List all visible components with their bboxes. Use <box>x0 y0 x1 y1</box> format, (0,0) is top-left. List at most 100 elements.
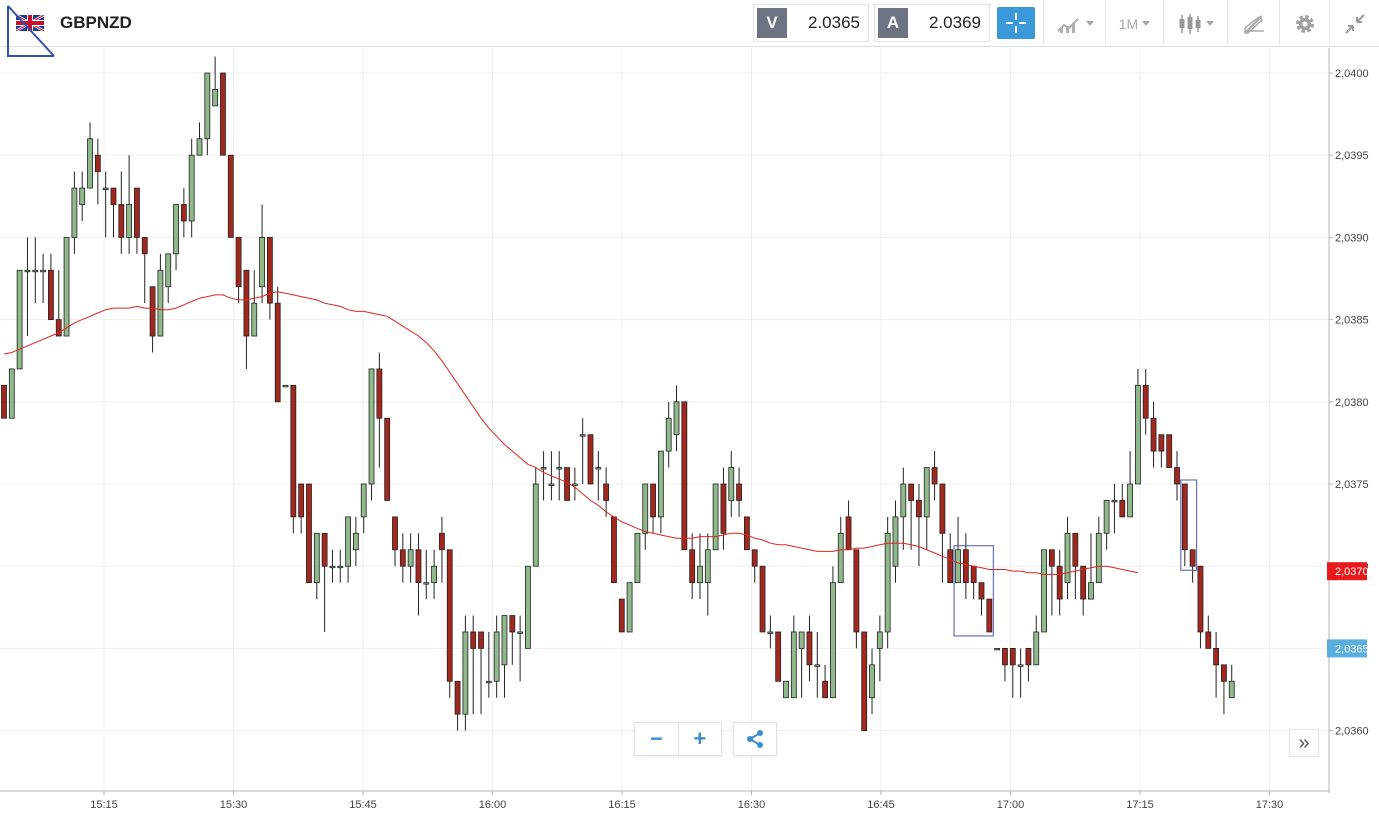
candle <box>63 236 70 337</box>
chevron-down-icon <box>1142 21 1151 26</box>
candle <box>767 615 774 649</box>
candle <box>501 615 508 698</box>
candle <box>243 269 250 369</box>
crosshair-icon <box>1006 13 1026 33</box>
crosshair-button[interactable] <box>997 7 1035 39</box>
x-tick-label: 15:15 <box>90 799 118 811</box>
candle <box>157 253 164 337</box>
candle <box>329 549 336 583</box>
chevron-down-icon <box>1205 21 1214 26</box>
candle <box>493 615 500 698</box>
selection-box[interactable] <box>1180 479 1198 571</box>
ask-value: 2.0369 <box>929 13 981 32</box>
candle <box>634 532 641 584</box>
x-tick-label: 16:00 <box>479 799 507 811</box>
candle <box>532 467 539 567</box>
candle <box>212 56 219 107</box>
ask-tag: A <box>878 8 908 38</box>
candle <box>149 286 156 353</box>
scroll-to-latest-button[interactable]: » <box>1289 729 1319 757</box>
candle <box>337 549 344 583</box>
candle <box>32 237 39 304</box>
chart-grid <box>0 48 1329 791</box>
indicators-button[interactable] <box>1043 0 1105 47</box>
y-tick-label: 2,0360 <box>1335 726 1369 738</box>
collapse-button[interactable] <box>1329 0 1379 47</box>
candle <box>360 483 367 534</box>
toolbar: GBPNZD V 2.0365 A 2.0369 1M <box>0 0 1379 47</box>
zoom-in-button[interactable]: + <box>677 723 722 755</box>
candle <box>579 418 586 484</box>
share-button[interactable] <box>733 722 777 756</box>
candle <box>1213 631 1219 698</box>
indicators-icon <box>1056 17 1079 33</box>
candle <box>485 631 492 698</box>
candle <box>8 368 15 419</box>
candle <box>642 483 649 550</box>
candle <box>931 451 938 501</box>
candle <box>1228 664 1235 699</box>
candle <box>1064 516 1071 600</box>
share-icon <box>747 730 763 748</box>
candle <box>446 549 453 698</box>
candle <box>313 532 320 600</box>
candle <box>165 253 172 304</box>
moving-average-line <box>3 291 1139 575</box>
candle <box>1072 532 1079 600</box>
candle <box>290 384 297 534</box>
bid-quote[interactable]: V 2.0365 <box>753 4 869 42</box>
candle <box>180 188 187 238</box>
candle <box>845 500 852 551</box>
candle <box>1080 565 1087 616</box>
settings-button[interactable] <box>1279 0 1329 47</box>
candle <box>110 187 117 238</box>
timeframe-button[interactable]: 1M <box>1105 0 1163 47</box>
x-tick-label: 17:30 <box>1256 799 1284 811</box>
candle <box>830 566 836 699</box>
zoom-controls: − + <box>634 722 722 756</box>
y-tick-label: 2,0380 <box>1335 397 1369 409</box>
candle <box>783 680 789 699</box>
candle <box>853 549 860 649</box>
candle <box>1127 451 1133 518</box>
selection-box[interactable] <box>953 545 994 637</box>
candle <box>266 236 273 320</box>
candle <box>407 533 414 583</box>
candle <box>321 532 328 632</box>
chart-type-button[interactable] <box>1163 0 1227 47</box>
drawing-icon <box>1243 14 1264 34</box>
candle <box>689 533 696 600</box>
candle <box>736 467 742 517</box>
candle <box>916 484 922 567</box>
x-tick-label: 16:30 <box>738 799 766 811</box>
x-tick-label: 15:30 <box>220 799 248 811</box>
candle <box>1135 368 1141 485</box>
candle <box>900 467 907 550</box>
candle <box>478 631 484 715</box>
candle <box>994 648 1001 651</box>
candle <box>220 72 226 156</box>
y-tick-label: 2,0375 <box>1335 479 1369 491</box>
candle <box>657 450 664 534</box>
candle <box>923 467 930 550</box>
drawing-tools-button[interactable] <box>1227 0 1279 47</box>
ask-quote[interactable]: A 2.0369 <box>874 4 990 42</box>
candle <box>665 401 672 468</box>
candle <box>235 236 242 304</box>
candle <box>892 500 899 583</box>
candle <box>884 516 891 649</box>
candle <box>751 549 758 583</box>
candle <box>282 384 289 388</box>
candle <box>1174 451 1180 501</box>
candle <box>986 598 993 633</box>
candle <box>94 138 101 205</box>
candle <box>978 582 985 616</box>
y-tick-label: 2,0400 <box>1335 68 1369 80</box>
zoom-out-button[interactable]: − <box>649 726 663 751</box>
price-marker: 2,0370 <box>1327 562 1369 581</box>
x-tick-label: 17:15 <box>1126 799 1154 811</box>
candle <box>970 565 977 600</box>
candle <box>806 615 813 682</box>
